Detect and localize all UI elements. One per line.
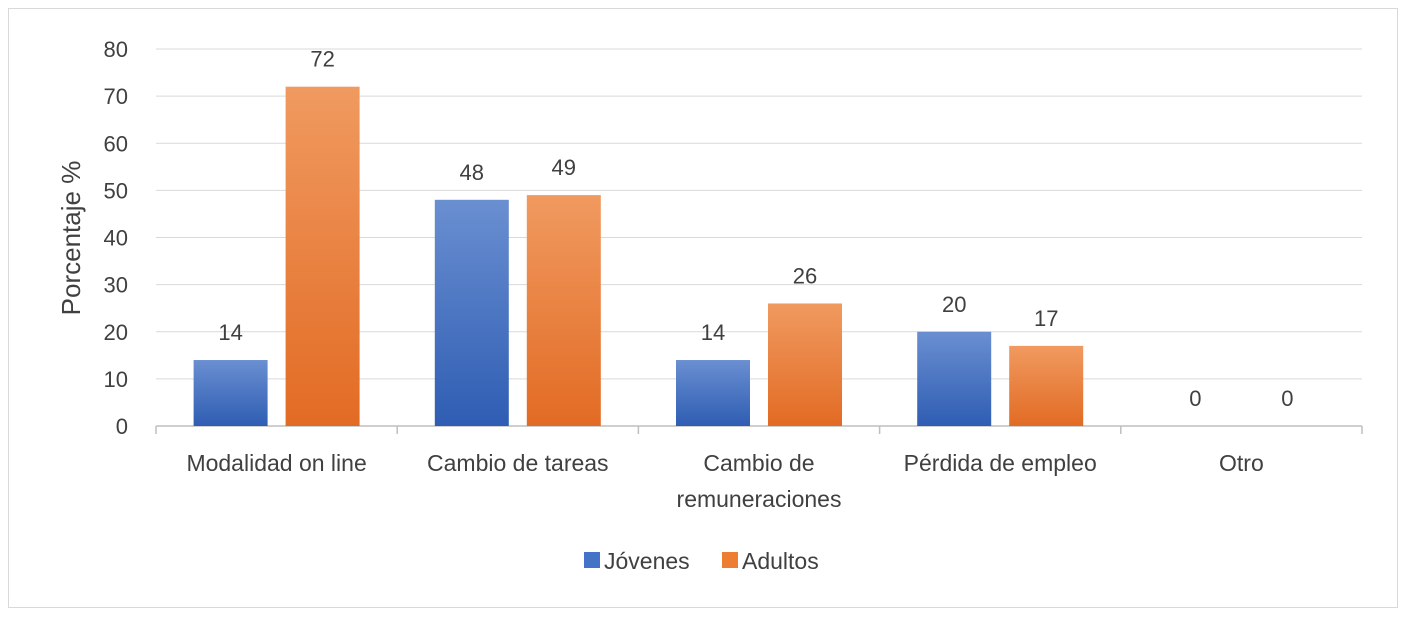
bar-adultos bbox=[285, 86, 360, 426]
x-category-label-line: Pérdida de empleo bbox=[904, 450, 1097, 476]
data-label: 0 bbox=[1281, 386, 1293, 411]
chart-frame bbox=[8, 8, 1398, 608]
y-tick-label: 40 bbox=[104, 226, 128, 251]
bar-adultos bbox=[526, 195, 601, 426]
y-tick-label: 50 bbox=[104, 178, 128, 203]
x-category-label: Modalidad on line bbox=[186, 450, 366, 476]
bar-adultos bbox=[768, 303, 842, 426]
y-tick-label: 20 bbox=[104, 320, 128, 345]
data-label: 20 bbox=[942, 292, 966, 317]
bar-jovenes bbox=[676, 360, 750, 426]
data-label: 72 bbox=[310, 47, 334, 72]
y-tick-label: 80 bbox=[104, 37, 128, 62]
y-tick-label: 10 bbox=[104, 367, 128, 392]
data-label: 48 bbox=[460, 160, 484, 185]
y-tick-label: 70 bbox=[104, 84, 128, 109]
bar-adultos bbox=[1009, 345, 1084, 426]
x-category-label-line: Modalidad on line bbox=[186, 450, 366, 476]
bar-jovenes bbox=[193, 360, 268, 426]
data-label: 26 bbox=[793, 263, 817, 288]
data-label: 14 bbox=[218, 320, 242, 345]
axes bbox=[155, 425, 1363, 434]
y-axis-title: Porcentaje % bbox=[56, 161, 86, 316]
x-category-label: Pérdida de empleo bbox=[904, 450, 1097, 476]
x-category-label-line: Cambio de bbox=[703, 450, 814, 476]
bar-jovenes bbox=[434, 199, 509, 426]
labels: 0 10 20 30 40 50 60 70 80 14 72 Modalidad on line 48… bbox=[104, 37, 1294, 512]
x-category-label: Cambio de tareas bbox=[427, 450, 609, 476]
bar-jovenes bbox=[917, 331, 992, 426]
y-tick-label: 60 bbox=[104, 131, 128, 156]
data-label: 49 bbox=[552, 155, 576, 180]
data-label: 14 bbox=[701, 320, 725, 345]
x-category-label-line: remuneraciones bbox=[677, 486, 842, 512]
data-label: 0 bbox=[1189, 386, 1201, 411]
legend-swatch-jovenes bbox=[584, 552, 600, 568]
y-tick-label: 30 bbox=[104, 273, 128, 298]
data-label: 17 bbox=[1034, 306, 1058, 331]
x-category-label-line: Cambio de tareas bbox=[427, 450, 609, 476]
legend-label-jovenes: Jóvenes bbox=[604, 548, 690, 574]
x-category-label: Cambio de remuneraciones bbox=[677, 450, 842, 512]
legend: Jóvenes Adultos bbox=[584, 548, 819, 574]
x-category-label: Otro bbox=[1219, 450, 1264, 476]
y-tick-label: 0 bbox=[116, 414, 128, 439]
legend-label-adultos: Adultos bbox=[742, 548, 819, 574]
x-category-label-line: Otro bbox=[1219, 450, 1264, 476]
legend-swatch-adultos bbox=[722, 552, 738, 568]
bars bbox=[193, 86, 1084, 426]
